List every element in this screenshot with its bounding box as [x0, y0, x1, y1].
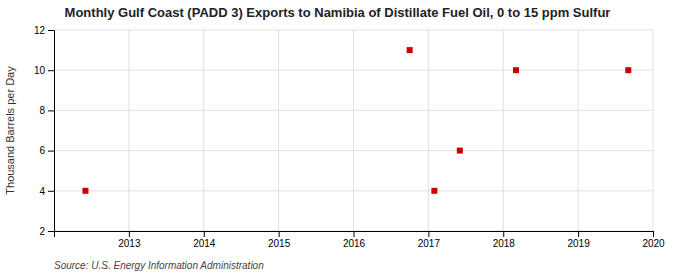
grid-line-x [353, 30, 354, 231]
tick: 2016 [343, 231, 366, 249]
y-axis-label: Thousand Barrels per Day [4, 66, 16, 195]
tick-label: 6 [39, 145, 45, 156]
tick-mark [503, 231, 504, 237]
tick-mark [653, 231, 654, 237]
grid-line-y [54, 110, 653, 111]
tick-label: 2017 [418, 238, 441, 249]
tick-mark [129, 231, 130, 237]
tick-label: 10 [34, 65, 46, 76]
tick: 2019 [568, 231, 591, 249]
tick-mark [578, 231, 579, 237]
point [431, 188, 437, 194]
tick: 10 [34, 65, 54, 76]
tick-mark [48, 110, 54, 111]
tick-mark [48, 70, 54, 71]
grid-line-y [54, 150, 653, 151]
tick: 8 [39, 105, 54, 116]
grid-line-x [578, 30, 579, 231]
grid-line-x [428, 30, 429, 231]
grid [54, 30, 653, 231]
axis-line [48, 31, 55, 232]
plot-area: 2013 2014 2015 2016 2017 2018 2019 2020 2 4 6 8 10 12 [34, 25, 665, 249]
point [82, 188, 88, 194]
grid-line-y [54, 30, 653, 31]
tick: 2015 [268, 231, 291, 249]
tick: 2017 [418, 231, 441, 249]
tick: 6 [39, 145, 54, 156]
tick: 12 [34, 25, 54, 36]
tick-mark [48, 30, 54, 31]
tick-mark [279, 231, 280, 237]
y-axis: 2 4 6 8 10 12 [34, 25, 55, 237]
tick-label: 4 [39, 186, 45, 197]
grid-line-x [278, 30, 279, 231]
tick: 2014 [193, 231, 216, 249]
source-note: Source: U.S. Energy Information Administ… [54, 260, 264, 271]
tick-mark [354, 231, 355, 237]
tick-label: 2018 [493, 238, 516, 249]
tick: 4 [39, 186, 54, 197]
tick-mark [48, 231, 54, 232]
tick: 2 [39, 226, 54, 237]
grid-line-y [54, 190, 653, 191]
tick-label: 12 [34, 25, 46, 36]
tick: 2020 [642, 231, 665, 249]
tick-label: 8 [39, 105, 45, 116]
tick: 2018 [493, 231, 516, 249]
chart-title: Monthly Gulf Coast (PADD 3) Exports to N… [65, 5, 611, 20]
data-marks [82, 47, 631, 194]
tick-label: 2020 [642, 238, 665, 249]
tick: 2013 [118, 231, 141, 249]
tick-label: 2 [39, 226, 45, 237]
axis-line [55, 232, 654, 238]
grid-line-x [203, 30, 204, 231]
tick-mark [204, 231, 205, 237]
tick-label: 2015 [268, 238, 291, 249]
grid-line-x [128, 30, 129, 231]
tick-label: 2019 [568, 238, 591, 249]
point [625, 67, 631, 73]
grid-line-x [653, 30, 654, 231]
point [457, 148, 463, 154]
chart-container: 2013 2014 2015 2016 2017 2018 2019 2020 2 4 6 8 10 12… [0, 0, 675, 275]
point [407, 47, 413, 53]
point [513, 67, 519, 73]
tick-label: 2013 [118, 238, 141, 249]
tick-mark [48, 191, 54, 192]
grid-line-y [54, 70, 653, 71]
x-axis: 2013 2014 2015 2016 2017 2018 2019 2020 [55, 231, 666, 249]
grid-line-x [503, 30, 504, 231]
chart-svg: 2013 2014 2015 2016 2017 2018 2019 2020 2 4 6 8 10 12… [0, 0, 675, 275]
tick-label: 2016 [343, 238, 366, 249]
tick-mark [48, 151, 54, 152]
tick-label: 2014 [193, 238, 216, 249]
tick-mark [428, 231, 429, 237]
